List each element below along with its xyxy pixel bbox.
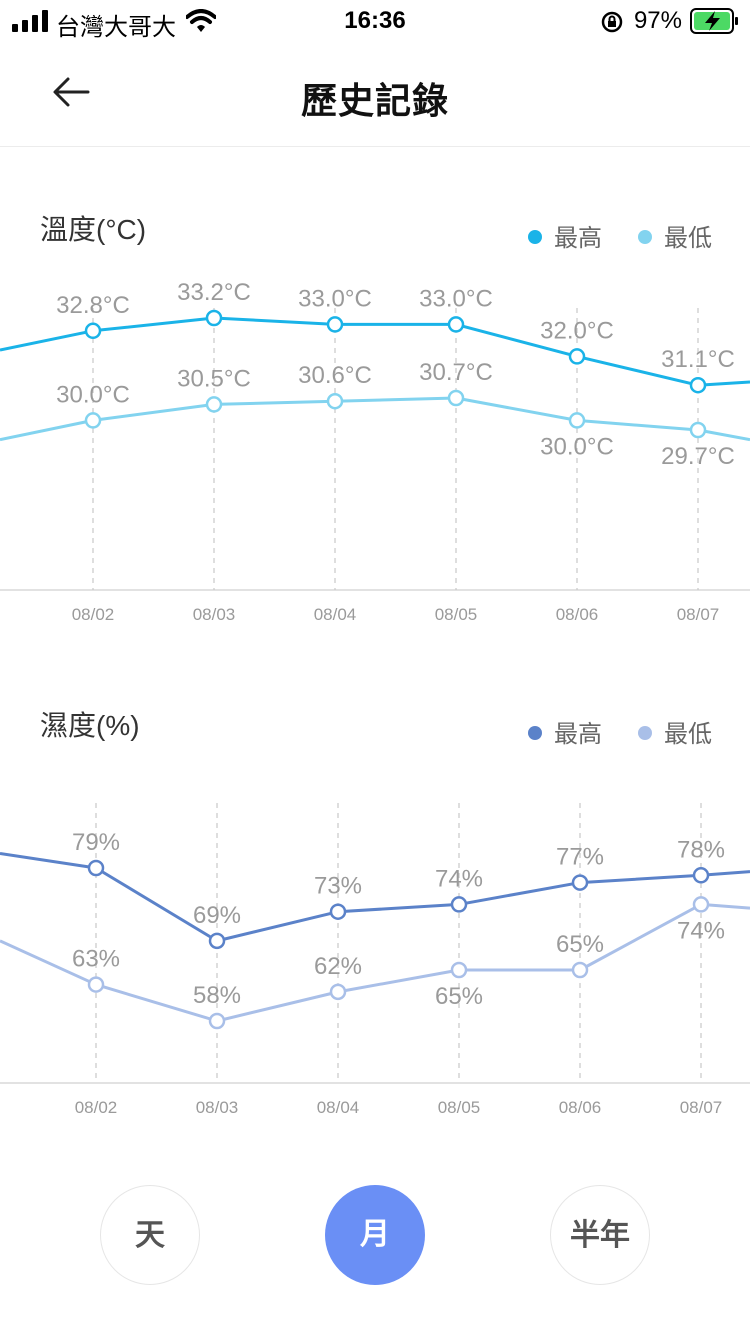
carrier-name: 台灣大哥大 — [56, 14, 176, 41]
data-label: 65% — [435, 983, 483, 1010]
temperature-legend-low: 最低 — [638, 218, 712, 253]
legend-label-low: 最低 — [664, 721, 712, 748]
data-label: 78% — [677, 836, 725, 863]
data-point-high — [568, 348, 586, 365]
data-point-high — [205, 309, 223, 327]
data-point-low — [450, 961, 468, 979]
series-line-low — [0, 902, 750, 1023]
status-time: 16:36 — [344, 7, 406, 34]
data-label: 33.2°C — [177, 279, 251, 306]
data-point-low — [208, 1012, 226, 1030]
legend-label-high: 最高 — [554, 721, 602, 748]
legend-dot-low — [638, 230, 652, 244]
data-point-low — [568, 412, 586, 429]
x-tick-label: 08/03 — [196, 1098, 239, 1117]
data-point-high — [84, 322, 102, 340]
data-label: 74% — [435, 865, 483, 892]
nav-header: 歷史記錄 — [0, 44, 750, 147]
data-point-low — [84, 412, 102, 429]
data-point-low — [205, 396, 223, 413]
data-point-low — [447, 389, 465, 407]
x-tick-label: 08/02 — [75, 1098, 118, 1117]
data-label: 33.0°C — [298, 285, 372, 312]
x-tick-label: 08/04 — [314, 605, 357, 624]
data-label: 31.1°C — [661, 346, 735, 373]
data-label: 69% — [193, 902, 241, 929]
data-point-low — [87, 976, 105, 993]
humidity-chart: 08/02 08/03 08/04 08/05 08/06 08/07 79% 69% 73% 7… — [0, 803, 750, 1117]
humidity-chart-title: 濕度(%) — [40, 710, 140, 741]
series-line-low — [0, 396, 750, 442]
data-point-high — [447, 316, 465, 333]
battery-percentage: 97% — [633, 7, 682, 34]
wifi-icon — [186, 9, 216, 32]
x-tick-label: 08/02 — [72, 605, 115, 624]
data-label: 77% — [556, 844, 604, 871]
x-tick-label: 08/07 — [677, 605, 720, 624]
data-point-low — [689, 421, 707, 439]
back-arrow-icon — [53, 77, 90, 107]
temperature-chart: 08/02 08/03 08/04 08/05 08/06 08/07 32.8°C 33.2… — [0, 279, 750, 624]
x-tick-label: 08/03 — [193, 605, 236, 624]
data-label: 63% — [72, 946, 120, 973]
data-label: 30.0°C — [540, 433, 614, 460]
data-point-high — [87, 859, 105, 877]
series-line-high — [0, 851, 750, 943]
temperature-chart-title: 溫度(°C) — [40, 214, 147, 245]
x-tick-label: 08/06 — [559, 1098, 602, 1117]
x-tick-label: 08/04 — [317, 1098, 360, 1117]
data-point-high — [450, 896, 468, 913]
data-point-high — [329, 903, 347, 920]
range-month-button[interactable]: 月 — [325, 1185, 425, 1285]
legend-label-high: 最高 — [554, 225, 602, 252]
data-point-low — [329, 983, 347, 1001]
data-point-low — [692, 896, 710, 913]
x-tick-label: 08/06 — [556, 605, 599, 624]
legend-dot-low — [638, 726, 652, 740]
x-tick-label: 08/05 — [438, 1098, 481, 1117]
data-label: 30.6°C — [298, 362, 372, 389]
series-line-high — [0, 316, 750, 387]
data-label: 32.8°C — [56, 292, 130, 319]
legend-dot-high — [528, 230, 542, 244]
data-point-low — [326, 392, 344, 410]
range-day-button[interactable]: 天 — [100, 1185, 200, 1285]
data-point-low — [571, 961, 589, 979]
data-label: 79% — [72, 829, 120, 856]
legend-label-low: 最低 — [664, 225, 712, 252]
page-title: 歷史記錄 — [300, 80, 449, 121]
range-half-year-button[interactable]: 半年 — [550, 1185, 650, 1285]
data-point-high — [692, 867, 710, 884]
data-point-high — [689, 376, 707, 394]
battery-charging-icon — [690, 8, 738, 34]
data-point-high — [326, 316, 344, 333]
data-label: 58% — [193, 982, 241, 1009]
data-label: 29.7°C — [661, 443, 735, 470]
humidity-legend-high: 最高 — [528, 714, 602, 749]
x-tick-label: 08/07 — [680, 1098, 723, 1117]
data-label: 65% — [556, 931, 604, 958]
data-label: 74% — [677, 917, 725, 944]
orientation-lock-icon — [601, 11, 623, 33]
data-label: 73% — [314, 873, 362, 900]
data-point-high — [208, 932, 226, 950]
humidity-legend-low: 最低 — [638, 714, 712, 749]
data-label: 30.0°C — [56, 381, 130, 408]
data-label: 30.7°C — [419, 359, 493, 386]
data-label: 32.0°C — [540, 317, 614, 344]
legend-dot-high — [528, 726, 542, 740]
status-bar: 台灣大哥大 16:36 97% — [0, 0, 750, 44]
temperature-legend-high: 最高 — [528, 218, 602, 253]
data-label: 30.5°C — [177, 365, 251, 392]
data-point-high — [571, 874, 589, 891]
data-label: 33.0°C — [419, 285, 493, 312]
back-button[interactable] — [44, 68, 100, 124]
data-label: 62% — [314, 953, 362, 980]
x-tick-label: 08/05 — [435, 605, 478, 624]
signal-icon — [12, 10, 48, 32]
